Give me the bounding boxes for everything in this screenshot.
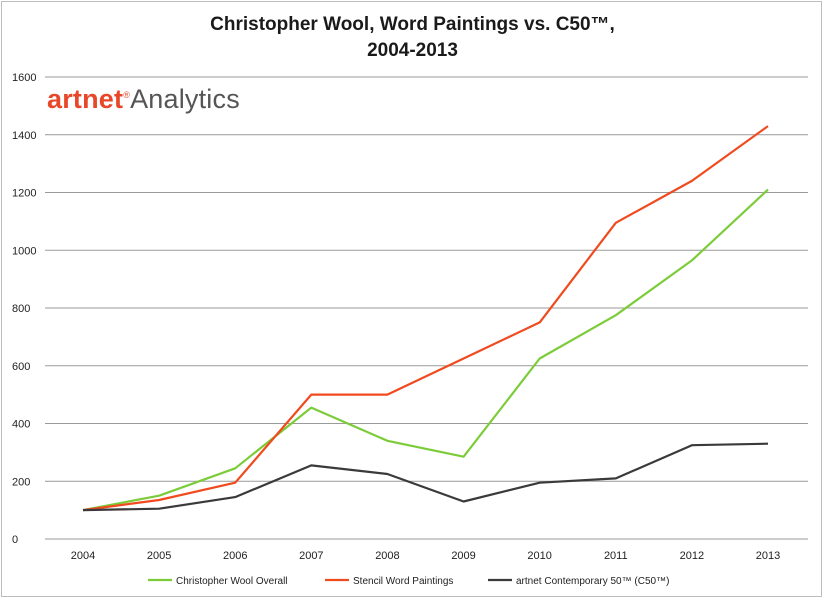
x-tick-label: 2010 [527, 550, 551, 562]
y-tick-label: 600 [12, 361, 30, 373]
y-tick-label: 400 [12, 419, 30, 431]
logo-analytics-text: Analytics [130, 84, 240, 114]
series-line-1 [82, 125, 769, 512]
y-tick-label: 1400 [12, 130, 36, 142]
x-tick-label: 2005 [147, 550, 171, 562]
y-tick-label: 1200 [12, 188, 36, 200]
legend-label-0: Christopher Wool Overall [176, 576, 288, 587]
x-tick-label: 2007 [299, 550, 323, 562]
legend-label-1: Stencil Word Paintings [353, 576, 453, 587]
chart-title-line-1: Christopher Wool, Word Paintings vs. C50… [210, 14, 615, 35]
x-tick-label: 2013 [756, 550, 780, 562]
x-tick-label: 2006 [223, 550, 247, 562]
y-tick-label: 0 [12, 534, 18, 546]
series-line-0 [82, 188, 769, 512]
x-tick-label: 2009 [451, 550, 475, 562]
x-tick-label: 2011 [604, 550, 628, 562]
x-tick-label: 2008 [375, 550, 399, 562]
logo-artnet-text: artnet [47, 84, 124, 114]
y-tick-label: 1600 [12, 72, 36, 84]
artnet-analytics-logo: artnet®Analytics [47, 84, 240, 115]
x-tick-label: 2004 [71, 550, 95, 562]
y-tick-label: 1000 [12, 245, 36, 257]
x-tick-label: 2012 [680, 550, 704, 562]
y-tick-label: 800 [12, 303, 30, 315]
logo-registered-mark: ® [123, 90, 131, 100]
series-line-2 [82, 442, 769, 512]
legend-label-2: artnet Contemporary 50™ (C50™) [516, 576, 669, 587]
chart-title-line-2: 2004-2013 [367, 40, 458, 61]
y-tick-label: 200 [12, 476, 30, 488]
